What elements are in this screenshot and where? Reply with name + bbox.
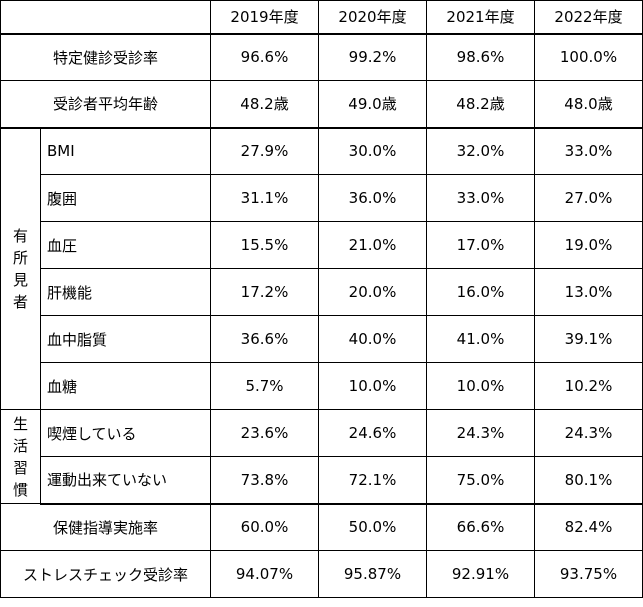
group-char: 習 (12, 458, 28, 477)
table-cell: 27.0% (534, 174, 643, 222)
header-row: 2019年度 2020年度 2021年度 2022年度 (0, 0, 643, 35)
table-row: 有 所 見 者 BMI 27.9% 30.0% 32.0% 33.0% (0, 127, 643, 410)
table-cell: 24.3% (426, 409, 535, 457)
table-cell: 80.1% (534, 456, 643, 505)
table-row: 生 活 習 慣 喫煙している 23.6% 24.6% 24.3% 24.3% (0, 409, 643, 504)
table-cell: 36.6% (210, 315, 319, 363)
table-cell: 24.6% (318, 409, 427, 457)
group-char: 生 (12, 414, 28, 433)
table-row: 運動出来ていない 73.8% 72.1% 75.0% 80.1% (1, 456, 643, 505)
table-cell: 94.07% (210, 550, 319, 598)
table-row: 保健指導実施率 60.0% 50.0% 66.6% 82.4% (0, 503, 643, 551)
group-char: 者 (12, 292, 28, 311)
table-cell: 17.0% (426, 221, 535, 269)
table-cell: 72.1% (318, 456, 427, 505)
table-cell: 48.0歳 (534, 80, 643, 129)
table-cell: 66.6% (426, 503, 535, 551)
group-char: 慣 (12, 480, 28, 499)
row-label: ストレスチェック受診率 (0, 550, 211, 598)
row-label: 腹囲 (40, 174, 211, 222)
table-row: 腹囲 31.1% 36.0% 33.0% 27.0% (1, 174, 643, 222)
table-cell: 36.0% (318, 174, 427, 222)
group-label-yusho: 有 所 見 者 (0, 127, 41, 410)
group-char: 見 (12, 270, 28, 289)
table-cell: 41.0% (426, 315, 535, 363)
table-cell: 92.91% (426, 550, 535, 598)
table-cell: 73.8% (210, 456, 319, 505)
table-cell: 50.0% (318, 503, 427, 551)
table-cell: 99.2% (318, 33, 427, 81)
table-cell: 10.2% (534, 362, 643, 410)
table-cell: 75.0% (426, 456, 535, 505)
table-cell: 10.0% (426, 362, 535, 410)
table-cell: 33.0% (426, 174, 535, 222)
table-cell: 13.0% (534, 268, 643, 316)
group-label-seikatsu: 生 活 習 慣 (0, 409, 41, 504)
table-cell: 20.0% (318, 268, 427, 316)
table-cell: 39.1% (534, 315, 643, 363)
year-header: 2021年度 (426, 0, 535, 35)
table-cell: 23.6% (210, 409, 319, 457)
table-row: ストレスチェック受診率 94.07% 95.87% 92.91% 93.75% (0, 550, 643, 598)
table-row: 血圧 15.5% 21.0% 17.0% 19.0% (1, 221, 643, 269)
table-cell: 98.6% (426, 33, 535, 81)
row-label: 血圧 (40, 221, 211, 269)
table-cell: 21.0% (318, 221, 427, 269)
table-row: 血中脂質 36.6% 40.0% 41.0% 39.1% (1, 315, 643, 363)
table-row: 受診者平均年齢 48.2歳 49.0歳 48.2歳 48.0歳 (0, 80, 643, 129)
table-cell: 40.0% (318, 315, 427, 363)
table-cell: 49.0歳 (318, 80, 427, 129)
year-header: 2020年度 (318, 0, 427, 35)
table-cell: 16.0% (426, 268, 535, 316)
table-cell: 30.0% (318, 127, 427, 175)
table-cell: 5.7% (210, 362, 319, 410)
table-cell: 96.6% (210, 33, 319, 81)
table-row: 特定健診受診率 96.6% 99.2% 98.6% 100.0% (0, 33, 643, 81)
table-row: 血糖 5.7% 10.0% 10.0% 10.2% (1, 362, 643, 410)
row-label: 保健指導実施率 (0, 503, 211, 551)
table-cell: 32.0% (426, 127, 535, 175)
row-label: 血中脂質 (40, 315, 211, 363)
table-row: 肝機能 17.2% 20.0% 16.0% 13.0% (1, 268, 643, 316)
table-cell: 48.2歳 (426, 80, 535, 129)
row-label: BMI (40, 127, 211, 175)
year-header: 2022年度 (534, 0, 643, 35)
year-header: 2019年度 (210, 0, 319, 35)
group-char: 活 (12, 436, 28, 455)
table-cell: 19.0% (534, 221, 643, 269)
row-label: 血糖 (40, 362, 211, 410)
row-label: 喫煙している (40, 409, 211, 457)
table-cell: 82.4% (534, 503, 643, 551)
row-label: 特定健診受診率 (0, 33, 211, 81)
table-cell: 33.0% (534, 127, 643, 175)
table-cell: 95.87% (318, 550, 427, 598)
table-cell: 100.0% (534, 33, 643, 81)
table-cell: 17.2% (210, 268, 319, 316)
row-label: 運動出来ていない (40, 456, 211, 505)
row-label: 受診者平均年齢 (0, 80, 211, 129)
table-cell: 93.75% (534, 550, 643, 598)
table-cell: 24.3% (534, 409, 643, 457)
table-cell: 15.5% (210, 221, 319, 269)
table-cell: 27.9% (210, 127, 319, 175)
table-cell: 31.1% (210, 174, 319, 222)
row-label: 肝機能 (40, 268, 211, 316)
group-char: 有 (12, 226, 28, 245)
table-cell: 60.0% (210, 503, 319, 551)
table-cell: 48.2歳 (210, 80, 319, 129)
group-char: 所 (12, 248, 28, 267)
table-cell: 10.0% (318, 362, 427, 410)
header-corner (0, 0, 211, 35)
